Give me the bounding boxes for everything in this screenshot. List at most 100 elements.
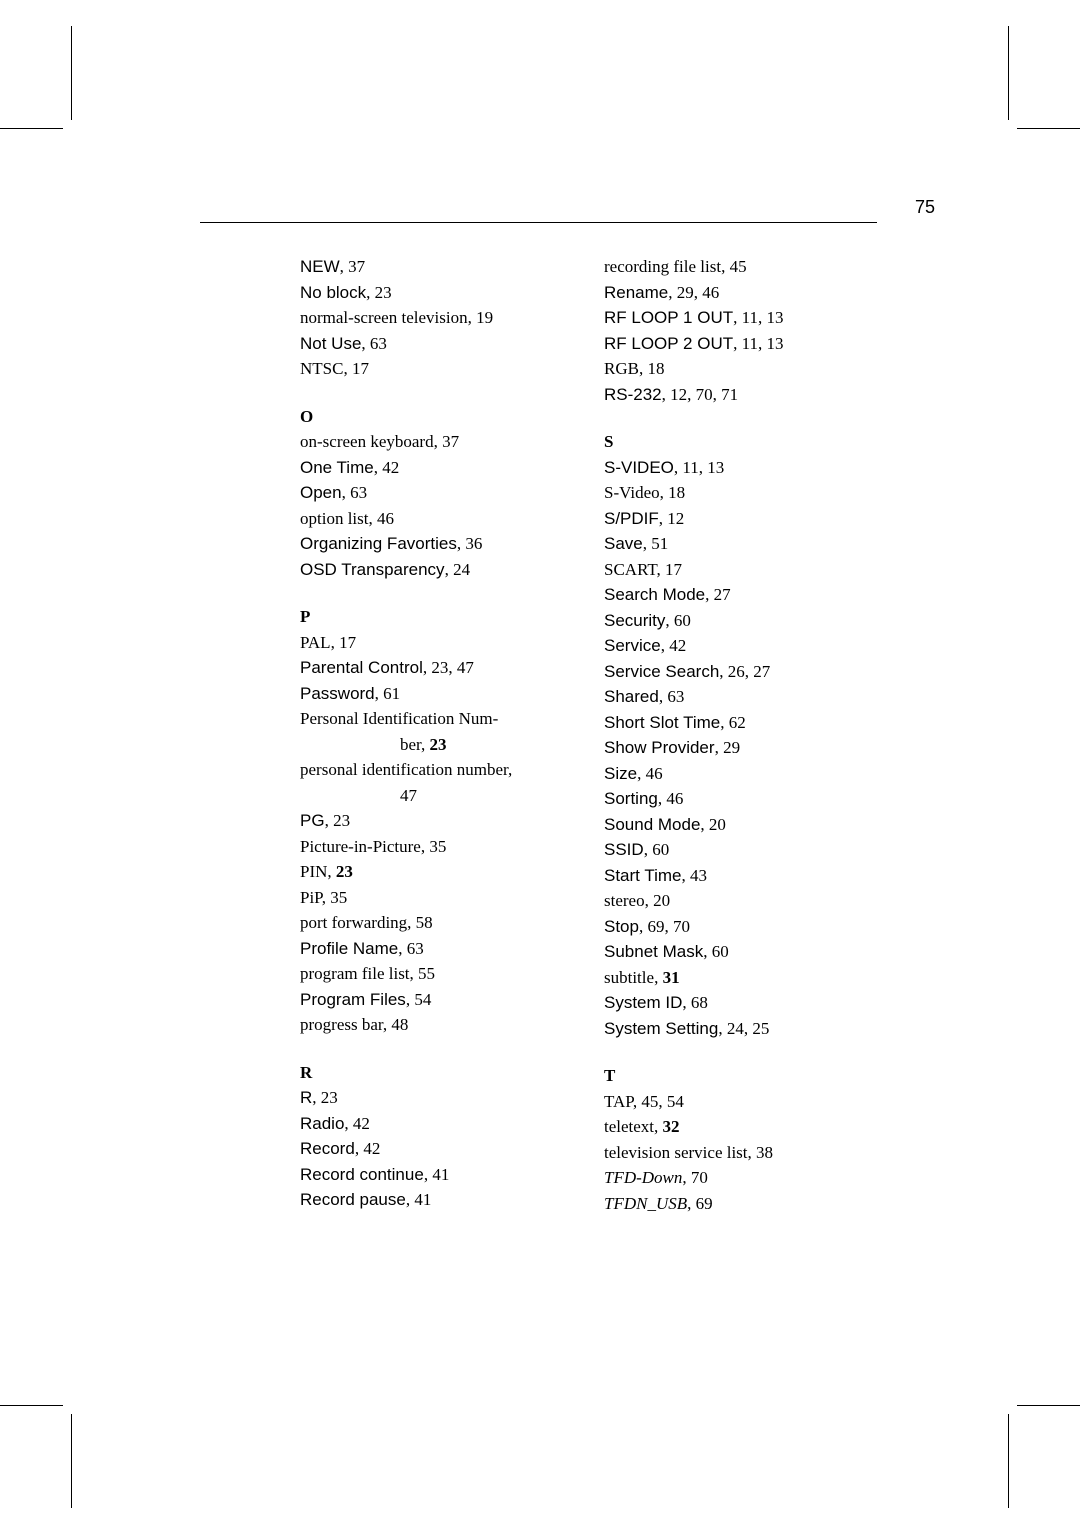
- index-pages: , 24: [445, 560, 471, 579]
- index-entry: Search Mode, 27: [604, 582, 880, 608]
- index-entry: Short Slot Time, 62: [604, 710, 880, 736]
- index-pages: , 51: [643, 534, 669, 553]
- index-pages: , 41: [406, 1190, 432, 1209]
- index-term: stereo: [604, 891, 645, 910]
- index-section-p1: PAL, 17Parental Control, 23, 47Password,…: [300, 630, 576, 707]
- index-term: Sound Mode: [604, 815, 700, 834]
- index-term: Security: [604, 611, 665, 630]
- index-pages: , 23: [312, 1088, 338, 1107]
- index-pages: , 20: [700, 815, 726, 834]
- index-pages: , 46: [637, 764, 663, 783]
- index-pages: , 60: [703, 942, 729, 961]
- index-pages: , 61: [375, 684, 401, 703]
- index-entry: Save, 51: [604, 531, 880, 557]
- index-entry: port forwarding, 58: [300, 910, 576, 936]
- index-entry: System ID, 68: [604, 990, 880, 1016]
- index-head-s: S: [604, 429, 880, 455]
- index-entry: Not Use, 63: [300, 331, 576, 357]
- index-pages: , 46: [658, 789, 684, 808]
- index-pages: , 55: [410, 964, 436, 983]
- index-pages: , 17: [331, 633, 357, 652]
- index-sep: ,: [327, 862, 336, 881]
- index-term: Open: [300, 483, 342, 502]
- crop-mark: [1008, 26, 1009, 120]
- index-term: Service: [604, 636, 661, 655]
- index-pages: , 20: [645, 891, 671, 910]
- index-entry: Show Provider, 29: [604, 735, 880, 761]
- index-term: Start Time: [604, 866, 681, 885]
- index-term: RGB: [604, 359, 639, 378]
- index-pages: , 42: [661, 636, 687, 655]
- index-entry: option list, 46: [300, 506, 576, 532]
- index-entry: Record continue, 41: [300, 1162, 576, 1188]
- index-term: recording file list: [604, 257, 721, 276]
- index-page-bold: 31: [663, 968, 680, 987]
- index-entry: television service list, 38: [604, 1140, 880, 1166]
- crop-mark: [71, 1414, 72, 1508]
- index-term: Subnet Mask: [604, 942, 703, 961]
- index-pages: , 42: [355, 1139, 381, 1158]
- index-section-s: S-VIDEO, 11, 13S-Video, 18S/PDIF, 12Save…: [604, 455, 880, 965]
- index-term: TAP: [604, 1092, 633, 1111]
- index-entry-text: ber,: [400, 735, 430, 754]
- index-entry: TAP, 45, 54: [604, 1089, 880, 1115]
- index-entry: NTSC, 17: [300, 356, 576, 382]
- index-term: Save: [604, 534, 643, 553]
- index-entry: RF LOOP 2 OUT, 11, 13: [604, 331, 880, 357]
- index-column-right: recording file list, 45Rename, 29, 46RF …: [604, 254, 880, 1216]
- index-entry: No block, 23: [300, 280, 576, 306]
- index-pages: , 58: [407, 913, 433, 932]
- index-entry: Record, 42: [300, 1136, 576, 1162]
- index-term: Search Mode: [604, 585, 705, 604]
- index-pages: , 37: [434, 432, 460, 451]
- index-entry: Sorting, 46: [604, 786, 880, 812]
- index-entry: on-screen keyboard, 37: [300, 429, 576, 455]
- index-term: subtitle: [604, 968, 654, 987]
- index-pages: , 18: [660, 483, 686, 502]
- index-entry: SSID, 60: [604, 837, 880, 863]
- crop-mark: [0, 1405, 63, 1406]
- index-column-left: NEW, 37No block, 23normal-screen televis…: [300, 254, 576, 1216]
- index-term: System Setting: [604, 1019, 718, 1038]
- index-term: Size: [604, 764, 637, 783]
- index-pages: , 69, 70: [639, 917, 690, 936]
- index-term-italic: TFDN_USB: [604, 1194, 687, 1213]
- index-term: progress bar: [300, 1015, 383, 1034]
- index-pages: , 19: [468, 308, 494, 327]
- index-entry: TFDN_USB, 69: [604, 1191, 880, 1217]
- index-term: R: [300, 1088, 312, 1107]
- index-page-bold: 23: [430, 735, 447, 754]
- index-entry: RF LOOP 1 OUT, 11, 13: [604, 305, 880, 331]
- index-entry: Shared, 63: [604, 684, 880, 710]
- index-pages: , 17: [657, 560, 683, 579]
- index-entry: personal identification number,: [300, 757, 576, 783]
- index-pages: , 38: [748, 1143, 774, 1162]
- index-entry: Subnet Mask, 60: [604, 939, 880, 965]
- index-entry: Profile Name, 63: [300, 936, 576, 962]
- index-term: Shared: [604, 687, 659, 706]
- index-pages: , 12, 70, 71: [662, 385, 739, 404]
- index-entry-continuation: 47: [300, 783, 576, 809]
- index-pages: , 23, 47: [423, 658, 474, 677]
- index-entry: TFD-Down, 70: [604, 1165, 880, 1191]
- index-entry: Password, 61: [300, 681, 576, 707]
- index-term: Sorting: [604, 789, 658, 808]
- index-term: Short Slot Time: [604, 713, 720, 732]
- index-entry: Program Files, 54: [300, 987, 576, 1013]
- index-entry: stereo, 20: [604, 888, 880, 914]
- index-entry: Parental Control, 23, 47: [300, 655, 576, 681]
- index-entry: OSD Transparency, 24: [300, 557, 576, 583]
- index-term: One Time: [300, 458, 374, 477]
- index-pages: , 18: [639, 359, 665, 378]
- index-term: program file list: [300, 964, 410, 983]
- index-pages: , 42: [344, 1114, 370, 1133]
- index-term: RF LOOP 2 OUT: [604, 334, 733, 353]
- header-rule: [200, 222, 877, 223]
- index-section-r: R, 23Radio, 42Record, 42Record continue,…: [300, 1085, 576, 1213]
- index-entry: S-Video, 18: [604, 480, 880, 506]
- index-entry: Security, 60: [604, 608, 880, 634]
- crop-mark: [1017, 1405, 1080, 1406]
- index-head-o: O: [300, 404, 576, 430]
- index-term: RF LOOP 1 OUT: [604, 308, 733, 327]
- index-entry: teletext, 32: [604, 1114, 880, 1140]
